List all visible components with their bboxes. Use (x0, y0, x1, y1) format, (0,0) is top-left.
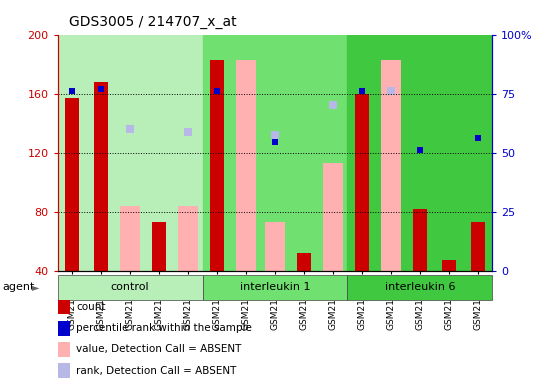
Bar (178, 206, 198, 271)
Text: percentile rank within the sample: percentile rank within the sample (76, 323, 252, 333)
Bar (348, 35, 492, 271)
Bar (265, 222, 285, 271)
Bar (470, 222, 485, 271)
Bar (381, 60, 401, 271)
Bar (210, 60, 224, 271)
Bar (152, 222, 166, 271)
Bar (348, 275, 492, 300)
Bar (65, 98, 80, 271)
Bar (202, 275, 348, 300)
Bar (412, 209, 427, 271)
Text: count: count (76, 302, 106, 312)
Bar (442, 260, 456, 271)
Bar (202, 35, 348, 271)
Bar (94, 82, 108, 271)
Bar (355, 94, 369, 271)
Text: interleukin 1: interleukin 1 (240, 282, 310, 292)
Bar (58, 35, 202, 271)
Text: GDS3005 / 214707_x_at: GDS3005 / 214707_x_at (69, 15, 236, 29)
Bar (58, 275, 202, 300)
Bar (297, 253, 311, 271)
Text: ►: ► (32, 282, 40, 292)
Text: value, Detection Call = ABSENT: value, Detection Call = ABSENT (76, 344, 242, 354)
Text: rank, Detection Call = ABSENT: rank, Detection Call = ABSENT (76, 366, 237, 376)
Bar (236, 60, 256, 271)
Text: agent: agent (3, 282, 35, 292)
Text: interleukin 6: interleukin 6 (384, 282, 455, 292)
Bar (120, 206, 140, 271)
Bar (323, 163, 343, 271)
Text: control: control (111, 282, 150, 292)
